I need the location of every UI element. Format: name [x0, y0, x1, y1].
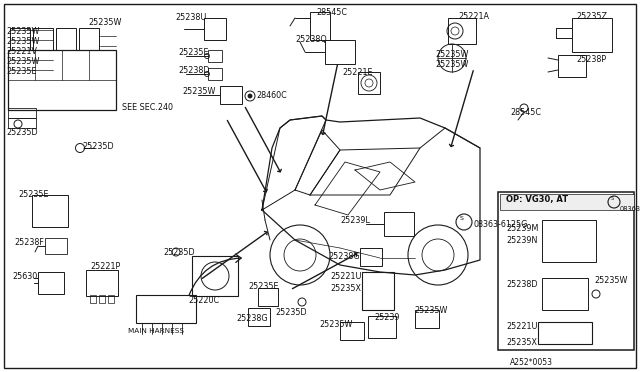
Circle shape	[248, 94, 252, 98]
Text: 25235W: 25235W	[6, 27, 40, 36]
Text: 25235X: 25235X	[330, 284, 361, 293]
Bar	[56, 28, 76, 50]
Bar	[99, 295, 105, 303]
Text: 25235D: 25235D	[6, 128, 38, 137]
Text: A252*0053: A252*0053	[510, 358, 553, 367]
Text: 25235W: 25235W	[435, 60, 468, 69]
Bar	[340, 322, 364, 340]
Bar	[358, 72, 380, 94]
Bar	[208, 50, 222, 62]
Text: 25235D: 25235D	[163, 248, 195, 257]
Bar	[558, 55, 586, 77]
Text: 25235W: 25235W	[6, 57, 40, 66]
Text: 25235E: 25235E	[178, 48, 209, 57]
Bar	[538, 322, 592, 344]
Text: 25238G: 25238G	[328, 252, 360, 261]
Text: S: S	[460, 215, 464, 221]
Text: 28460C: 28460C	[256, 91, 287, 100]
Text: 25235E: 25235E	[6, 67, 36, 76]
Text: 25235Z: 25235Z	[576, 12, 607, 21]
Bar	[384, 212, 414, 236]
Text: 25235D: 25235D	[82, 142, 114, 151]
Bar	[248, 308, 270, 326]
Text: 25221U: 25221U	[506, 322, 538, 331]
Text: 25235W: 25235W	[6, 37, 40, 46]
Bar	[415, 310, 439, 328]
Bar	[45, 238, 67, 254]
Bar	[448, 18, 476, 44]
Bar	[33, 28, 53, 50]
Text: 25239M: 25239M	[506, 224, 538, 233]
Text: 25235W: 25235W	[88, 18, 122, 27]
Text: 25235W: 25235W	[414, 306, 447, 315]
Bar	[362, 272, 394, 310]
Bar	[79, 28, 99, 50]
Text: 25238P: 25238P	[576, 55, 606, 64]
Bar	[192, 256, 238, 296]
Text: 28545C: 28545C	[510, 108, 541, 117]
Text: 25239L: 25239L	[340, 216, 370, 225]
Bar	[8, 50, 116, 110]
Bar	[360, 248, 382, 266]
Text: 08363-6125G: 08363-6125G	[620, 206, 640, 212]
Text: MAIN HARNESS: MAIN HARNESS	[128, 328, 184, 334]
Bar	[86, 270, 118, 296]
Text: 25630: 25630	[12, 272, 37, 281]
Text: 25220C: 25220C	[188, 296, 219, 305]
Text: 25238G: 25238G	[236, 314, 268, 323]
Bar	[310, 12, 330, 40]
Bar	[8, 108, 36, 118]
Text: 25235X: 25235X	[506, 338, 537, 347]
Text: 25235D: 25235D	[275, 308, 307, 317]
Text: 25235W: 25235W	[319, 320, 353, 329]
Bar	[38, 272, 64, 294]
Text: S: S	[611, 196, 614, 201]
Bar	[500, 194, 634, 210]
Bar	[204, 18, 226, 40]
Bar	[542, 220, 596, 262]
Text: 25221U: 25221U	[330, 272, 362, 281]
Text: 25239: 25239	[374, 313, 399, 322]
Text: 28545C: 28545C	[316, 8, 347, 17]
Bar	[8, 118, 36, 128]
Text: 25239N: 25239N	[506, 236, 538, 245]
Text: 25238D: 25238D	[506, 280, 538, 289]
Bar	[136, 295, 196, 323]
Text: 25238U: 25238U	[175, 13, 206, 22]
Bar	[498, 192, 634, 350]
Text: 25238F: 25238F	[14, 238, 44, 247]
Text: 25235E: 25235E	[18, 190, 49, 199]
Bar	[90, 295, 96, 303]
Bar	[368, 316, 396, 338]
Bar	[220, 86, 242, 104]
Text: 08363-6125G: 08363-6125G	[474, 220, 529, 229]
Text: 25221E: 25221E	[342, 68, 372, 77]
Text: 25235W: 25235W	[594, 276, 627, 285]
Bar	[10, 28, 30, 50]
Text: OP: VG30, AT: OP: VG30, AT	[506, 195, 568, 204]
Text: 25238Q: 25238Q	[295, 35, 327, 44]
Bar	[32, 195, 68, 227]
Bar	[572, 18, 612, 52]
Text: SEE SEC.240: SEE SEC.240	[122, 103, 173, 112]
Text: 25235W: 25235W	[435, 50, 468, 59]
Text: 25235E: 25235E	[248, 282, 278, 291]
Bar	[258, 288, 278, 306]
Text: 25238D: 25238D	[178, 66, 209, 75]
FancyArrowPatch shape	[189, 254, 241, 295]
Text: 25221V: 25221V	[6, 47, 37, 56]
Bar	[208, 68, 222, 80]
Text: 25221P: 25221P	[90, 262, 120, 271]
Bar	[542, 278, 588, 310]
Text: 25235W: 25235W	[182, 87, 216, 96]
Bar	[108, 295, 114, 303]
Text: 25221A: 25221A	[458, 12, 489, 21]
Bar	[325, 40, 355, 64]
